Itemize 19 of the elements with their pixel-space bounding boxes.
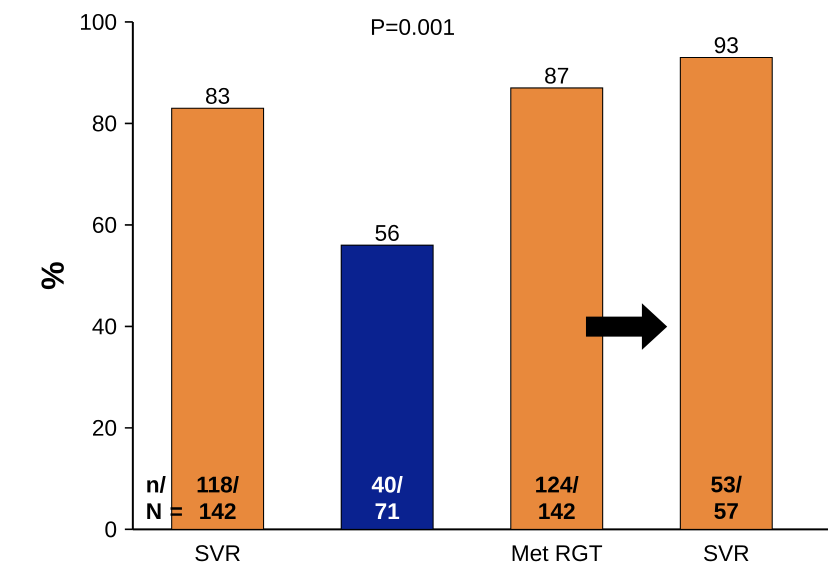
y-tick-label: 20	[93, 420, 116, 436]
y-tick-label: 60	[93, 217, 116, 234]
annotation: 118/ 142	[198, 476, 239, 520]
data-label: 93	[714, 37, 738, 54]
y-axis-title: %	[41, 262, 64, 290]
x-tick-label: Met RGT	[512, 545, 602, 562]
y-tick-label: 40	[92, 318, 116, 335]
data-label: 56	[375, 225, 399, 242]
x-tick-label: SVR	[704, 545, 749, 562]
annotation: 124/ 142	[536, 476, 579, 520]
y-tick-label: 0	[105, 521, 116, 538]
annotation: 53/ 57	[711, 476, 742, 520]
data-label: 87	[545, 68, 568, 84]
y-tick-label: 80	[92, 116, 116, 132]
annotation: 40/ 71	[372, 476, 403, 520]
annotation: P=0.001	[372, 19, 454, 36]
data-label: 83	[206, 88, 230, 104]
y-tick-label: 100	[81, 14, 116, 30]
x-tick-label: SVR	[195, 545, 240, 562]
